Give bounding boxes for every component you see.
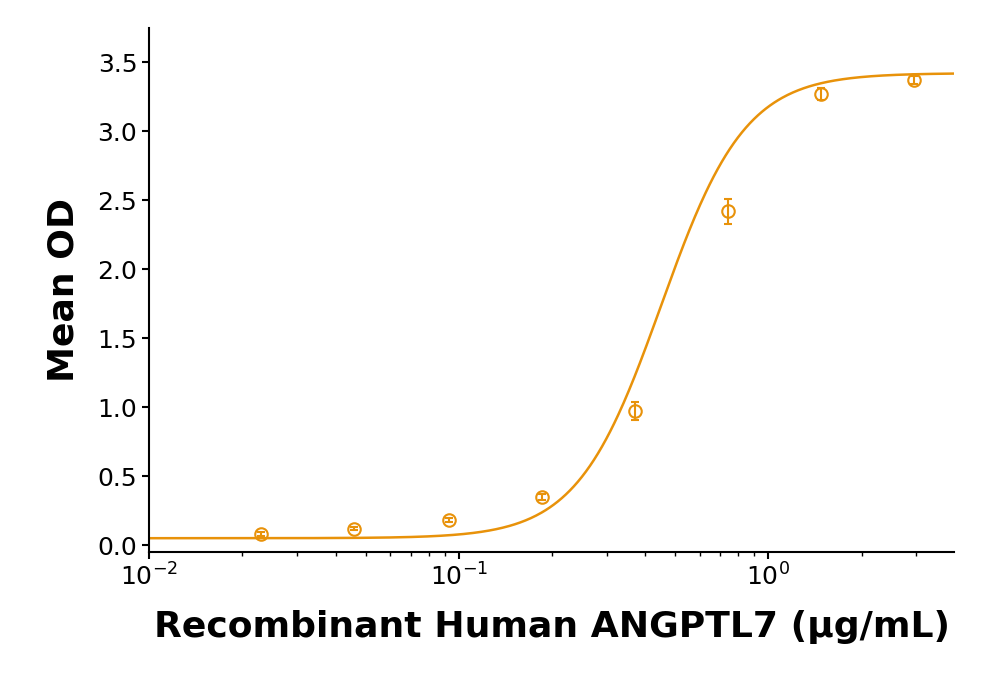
X-axis label: Recombinant Human ANGPTL7 (µg/mL): Recombinant Human ANGPTL7 (µg/mL) xyxy=(154,611,949,644)
Y-axis label: Mean OD: Mean OD xyxy=(47,198,81,382)
